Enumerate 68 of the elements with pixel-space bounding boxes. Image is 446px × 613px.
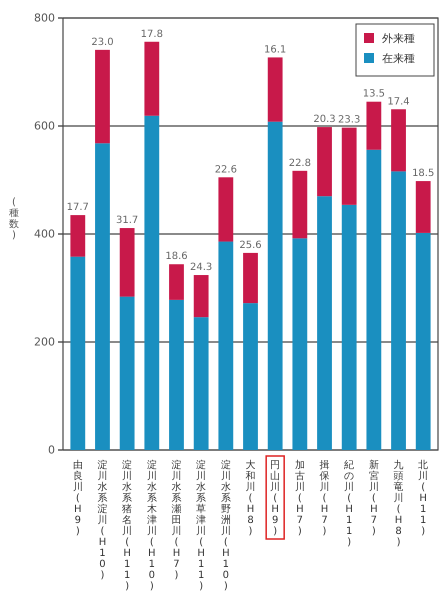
bar bbox=[194, 317, 209, 450]
category-label: 淀川水系野洲川(H10) bbox=[220, 460, 231, 592]
bar bbox=[366, 150, 382, 450]
bar bbox=[218, 177, 234, 242]
x-tick-label: 新宮川(H7) bbox=[368, 459, 379, 537]
bar bbox=[268, 122, 283, 450]
y-tick-label: 200 bbox=[34, 336, 55, 349]
legend-label: 在来種 bbox=[382, 52, 415, 65]
bar bbox=[268, 57, 283, 122]
annotation: 23.3 bbox=[338, 114, 360, 126]
x-tick-label: 大和川(H8) bbox=[246, 459, 256, 537]
bar bbox=[243, 252, 258, 304]
annotation: 18.6 bbox=[165, 251, 188, 262]
category-label: 淀川水系猪名川(H11) bbox=[122, 460, 132, 592]
bar bbox=[317, 127, 332, 196]
bar bbox=[416, 232, 431, 450]
annotation: 18.5 bbox=[412, 168, 434, 180]
y-axis-title: (種数) bbox=[9, 197, 19, 241]
y-tick-label: 800 bbox=[34, 12, 55, 25]
y-tick-label: 400 bbox=[34, 228, 55, 241]
annotation: 17.7 bbox=[66, 202, 89, 214]
bar bbox=[218, 242, 234, 450]
bar bbox=[144, 42, 160, 116]
category-label: 淀川水系木津川(H10) bbox=[146, 460, 157, 592]
category-label: 淀川水系草津川(H11) bbox=[196, 460, 206, 592]
bar bbox=[292, 170, 308, 238]
bar bbox=[95, 50, 110, 144]
annotation: 17.8 bbox=[140, 28, 163, 40]
bar bbox=[243, 303, 258, 450]
x-tick-label: 紀の川(H11) bbox=[344, 460, 354, 548]
x-tick-label: 加古川(H7) bbox=[294, 459, 305, 537]
legend-label: 外来種 bbox=[382, 32, 415, 45]
y-tick-label: 600 bbox=[34, 120, 55, 133]
x-tick-label: 円山川(H9) bbox=[270, 460, 280, 537]
bar bbox=[120, 228, 135, 297]
bar bbox=[144, 116, 160, 450]
y-tick-label: 0 bbox=[48, 444, 55, 457]
bar bbox=[70, 256, 86, 450]
annotation: 16.1 bbox=[264, 44, 286, 56]
bar bbox=[70, 215, 86, 257]
annotation: 17.4 bbox=[387, 96, 410, 108]
x-tick-label: 北川(H11) bbox=[418, 459, 428, 537]
bar bbox=[317, 196, 332, 450]
annotation: 23.0 bbox=[91, 36, 114, 48]
annotation: 20.3 bbox=[313, 114, 336, 126]
bar bbox=[391, 171, 406, 450]
bar bbox=[416, 181, 431, 233]
bar bbox=[169, 264, 184, 300]
x-tick-label: 揖保川(H7) bbox=[320, 459, 330, 537]
annotation: 22.6 bbox=[214, 164, 237, 176]
annotation: 25.6 bbox=[239, 240, 262, 251]
bar bbox=[292, 238, 308, 450]
annotation: 24.3 bbox=[190, 262, 212, 274]
x-tick-label: 由良川(H9) bbox=[72, 459, 83, 537]
bar bbox=[169, 300, 184, 450]
annotation: 31.7 bbox=[116, 215, 138, 226]
bar bbox=[342, 128, 357, 205]
x-tick-label: 九頭竜川(H8) bbox=[394, 459, 404, 548]
annotation: 22.8 bbox=[288, 158, 311, 169]
bar bbox=[391, 109, 406, 172]
category-label: 淀川水系淀川(H10) bbox=[97, 460, 108, 581]
bar bbox=[120, 296, 135, 450]
bar bbox=[366, 102, 382, 150]
category-label: 淀川水系瀬田川(H7) bbox=[171, 460, 182, 581]
bar bbox=[194, 275, 209, 318]
annotation: 13.5 bbox=[362, 88, 385, 100]
bar bbox=[95, 143, 110, 450]
bar bbox=[342, 204, 357, 450]
